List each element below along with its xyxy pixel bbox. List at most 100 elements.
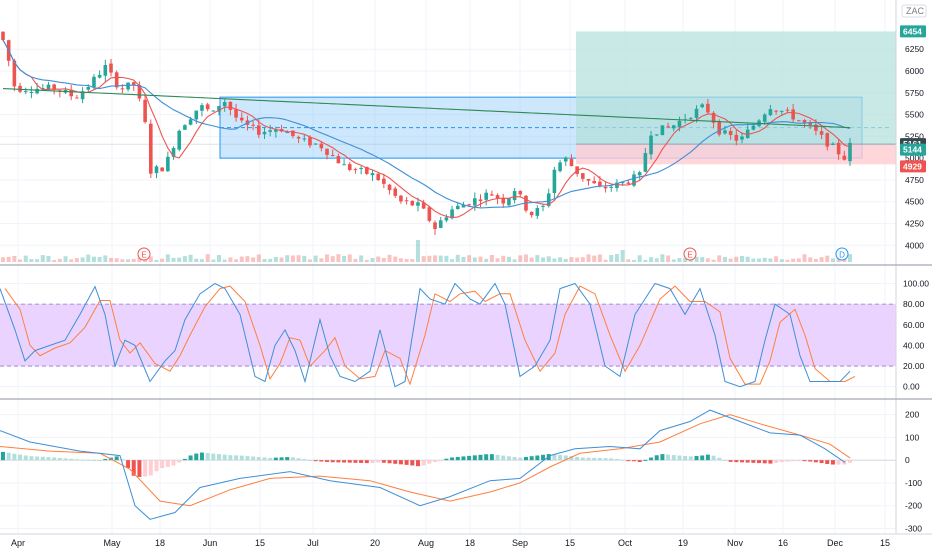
macd-histogram-bar-5 bbox=[29, 456, 34, 461]
macd-histogram-bar-45 bbox=[256, 457, 261, 461]
macd-histogram-bar-149 bbox=[848, 460, 852, 463]
candle-body-116 bbox=[660, 125, 665, 136]
price-tick-5: 5000 bbox=[905, 153, 924, 163]
macd-histogram-bar-75 bbox=[427, 460, 432, 464]
volume-bar-60 bbox=[342, 255, 347, 262]
macd-histogram-bar-12 bbox=[69, 458, 74, 461]
macd-histogram-bar-4 bbox=[23, 455, 28, 461]
time-tick-2: 18 bbox=[155, 538, 165, 548]
candle-body-66 bbox=[376, 173, 380, 181]
volume-bar-95 bbox=[541, 257, 546, 262]
candle-body-130 bbox=[740, 136, 744, 140]
macd-histogram-bar-43 bbox=[245, 456, 250, 461]
volume-bar-116 bbox=[660, 254, 665, 262]
volume-bar-96 bbox=[546, 256, 551, 262]
candle-body-112 bbox=[637, 172, 642, 176]
macd-histogram-bar-133 bbox=[757, 460, 762, 464]
macd-histogram-bar-1 bbox=[6, 452, 11, 461]
candle-body-108 bbox=[615, 182, 619, 189]
volume-bar-46 bbox=[262, 258, 267, 262]
macd-histogram-bar-21 bbox=[120, 459, 125, 461]
macd-histogram-bar-120 bbox=[683, 456, 688, 461]
volume-bar-24 bbox=[137, 257, 142, 262]
candle-body-99 bbox=[563, 157, 568, 162]
time-tick-14: 16 bbox=[778, 538, 788, 548]
macd-histogram-bar-2 bbox=[12, 453, 17, 461]
candle-body-75 bbox=[427, 207, 432, 221]
macd-histogram-bar-101 bbox=[575, 456, 580, 461]
macd-histogram-bar-50 bbox=[285, 457, 290, 461]
macd-histogram-bar-42 bbox=[239, 455, 244, 461]
stoch-k-line bbox=[0, 282, 851, 388]
macd-histogram-bar-90 bbox=[512, 456, 517, 461]
macd-histogram-bar-11 bbox=[63, 458, 68, 461]
volume-bar-61 bbox=[347, 254, 352, 262]
volume-bar-4 bbox=[23, 255, 28, 262]
stoch-tick-1: 80.00 bbox=[903, 299, 925, 309]
volume-bar-100 bbox=[569, 257, 574, 262]
time-tick-12: 19 bbox=[678, 538, 688, 548]
macd-histogram-bar-81 bbox=[461, 456, 466, 461]
volume-bar-76 bbox=[433, 255, 438, 262]
volume-bar-141 bbox=[802, 254, 807, 262]
profit-zone bbox=[576, 31, 896, 145]
macd-histogram-bar-51 bbox=[290, 457, 295, 461]
volume-bar-59 bbox=[336, 254, 341, 262]
volume-bar-119 bbox=[677, 258, 682, 262]
candle-body-107 bbox=[609, 186, 614, 188]
candle-body-48 bbox=[274, 129, 278, 132]
candle-body-124 bbox=[706, 103, 710, 113]
candle-body-84 bbox=[478, 199, 483, 202]
candle-body-91 bbox=[518, 190, 523, 195]
candle-body-73 bbox=[416, 202, 420, 206]
volume-bar-132 bbox=[751, 258, 756, 262]
price-zones bbox=[0, 31, 896, 165]
candle-body-23 bbox=[131, 82, 136, 85]
macd-histogram-bar-25 bbox=[143, 460, 148, 477]
macd-histogram-bar-79 bbox=[450, 457, 455, 461]
macd-histogram-bar-98 bbox=[558, 454, 563, 461]
macd-histogram-bar-46 bbox=[262, 457, 267, 461]
candle-body-139 bbox=[791, 109, 795, 120]
volume-bar-42 bbox=[239, 256, 244, 262]
candle-body-2 bbox=[12, 60, 17, 87]
candle-body-93 bbox=[529, 211, 534, 216]
time-tick-4: 15 bbox=[255, 538, 265, 548]
macd-histogram-bar-95 bbox=[541, 454, 546, 461]
macd-histogram-bar-58 bbox=[330, 460, 335, 463]
candle-body-137 bbox=[779, 110, 784, 112]
time-tick-16: 15 bbox=[880, 538, 890, 548]
candle-body-96 bbox=[546, 193, 551, 206]
macd-histogram-bar-3 bbox=[18, 454, 23, 461]
candle-body-147 bbox=[836, 142, 841, 155]
volume-bar-128 bbox=[728, 258, 733, 262]
candle-body-135 bbox=[768, 109, 773, 116]
volume-bar-103 bbox=[586, 254, 591, 262]
volume-bar-130 bbox=[739, 255, 744, 262]
volume-bar-9 bbox=[52, 259, 57, 262]
macd-histogram-bar-127 bbox=[722, 459, 727, 461]
candle-body-97 bbox=[552, 169, 557, 194]
macd-signal-line bbox=[0, 414, 851, 507]
macd-histogram-bar-33 bbox=[188, 455, 193, 461]
sma-mid-line bbox=[2, 39, 851, 209]
volume-bar-31 bbox=[177, 257, 182, 262]
volume-bar-38 bbox=[217, 255, 222, 262]
candle-body-134 bbox=[762, 114, 767, 122]
volume-bar-74 bbox=[421, 256, 426, 262]
macd-histogram-bar-20 bbox=[114, 456, 119, 461]
volume-bar-12 bbox=[69, 259, 74, 262]
volume-bar-45 bbox=[256, 254, 261, 262]
macd-histogram-bar-84 bbox=[478, 454, 483, 461]
macd-histogram-bar-8 bbox=[46, 457, 51, 461]
loss-zone bbox=[576, 144, 896, 165]
candle-body-88 bbox=[501, 198, 506, 204]
macd-histogram-bar-71 bbox=[404, 460, 409, 465]
candle-body-35 bbox=[200, 105, 204, 111]
candle-body-8 bbox=[46, 84, 51, 90]
volume-bar-126 bbox=[717, 255, 722, 262]
candle-body-146 bbox=[831, 143, 835, 145]
event-marker-label-0: E bbox=[141, 251, 146, 260]
volume-bar-67 bbox=[381, 257, 386, 262]
